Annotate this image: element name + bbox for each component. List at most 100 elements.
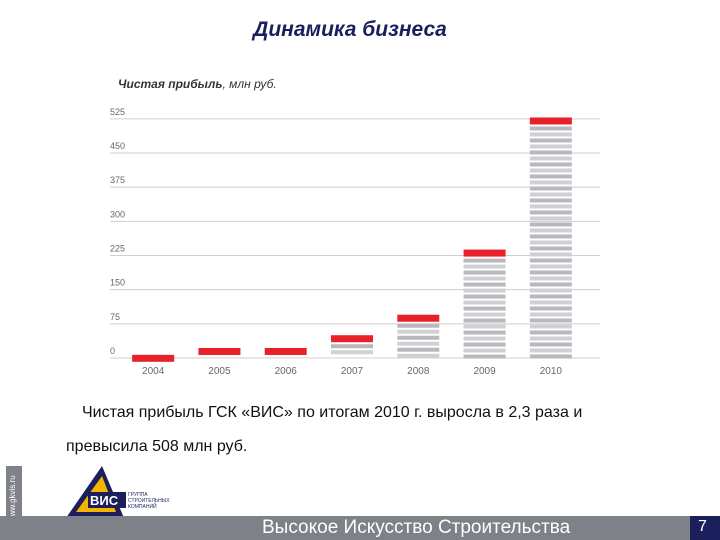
bar-cap xyxy=(463,249,506,257)
x-tick-label: 2007 xyxy=(341,366,364,377)
bars xyxy=(132,117,572,362)
x-tick-label: 2006 xyxy=(275,366,298,377)
bar-cap xyxy=(397,314,440,322)
bar-stripe xyxy=(529,342,572,347)
bar-stripe xyxy=(463,258,506,263)
footer-bar xyxy=(0,516,720,540)
company-logo: ВИС xyxy=(66,466,126,518)
bar-stripe xyxy=(397,347,440,352)
caption-line-2: превысила 508 млн руб. xyxy=(66,438,248,455)
x-tick-label: 2009 xyxy=(473,366,496,377)
bar-stripe xyxy=(529,330,572,335)
y-tick-label: 375 xyxy=(110,175,125,185)
footer-slogan: Высокое Искусство Строительства xyxy=(262,517,571,538)
bar-stripe xyxy=(397,323,440,328)
bar-stripe xyxy=(463,306,506,311)
bar-stripe xyxy=(529,156,572,161)
bar-stripe xyxy=(463,312,506,317)
bar-stripe xyxy=(529,252,572,257)
bar-stripe xyxy=(397,335,440,340)
bar-stripe xyxy=(529,162,572,167)
y-tick-label: 525 xyxy=(110,107,125,117)
bar-stripe xyxy=(529,198,572,203)
bar-cap xyxy=(264,347,307,355)
bar-stripe xyxy=(529,324,572,329)
y-tick-label: 150 xyxy=(110,278,125,288)
bar-stripe xyxy=(463,264,506,269)
bar-stripe xyxy=(529,192,572,197)
bar xyxy=(198,347,241,355)
chart-title-strong: Чистая прибыль xyxy=(118,77,223,91)
chart-title-unit: , млн руб. xyxy=(223,77,277,91)
bar-cap xyxy=(132,354,175,362)
website-url-strip: www.gkvis.ru xyxy=(6,466,22,526)
x-tick-label: 2008 xyxy=(407,366,430,377)
bar-stripe xyxy=(529,204,572,209)
y-tick-label: 75 xyxy=(110,312,120,322)
x-tick-label: 2010 xyxy=(540,366,563,377)
bar-stripe xyxy=(463,282,506,287)
bar-stripe xyxy=(529,186,572,191)
bar-cap xyxy=(529,117,572,125)
bar-stripe xyxy=(463,354,506,359)
bar-stripe xyxy=(463,348,506,353)
bar-stripe xyxy=(529,228,572,233)
bar-stripe xyxy=(463,342,506,347)
bar-cap xyxy=(198,347,241,355)
page-number: 7 xyxy=(698,518,707,535)
bar xyxy=(463,249,506,359)
bar-stripe xyxy=(529,336,572,341)
bar-stripe xyxy=(529,150,572,155)
bar-stripe xyxy=(463,330,506,335)
chart-title: Чистая прибыль, млн руб. xyxy=(118,77,277,91)
bar-stripe xyxy=(529,132,572,137)
page-number-box xyxy=(690,516,720,540)
bar-stripe xyxy=(397,329,440,334)
bar-stripe xyxy=(463,324,506,329)
bar-stripe xyxy=(529,246,572,251)
bar-stripe xyxy=(397,341,440,346)
logo-subtext: ГРУППА СТРОИТЕЛЬНЫХ КОМПАНИЙ xyxy=(128,492,170,510)
bar-stripe xyxy=(463,288,506,293)
y-tick-label: 450 xyxy=(110,141,125,151)
bar-stripe xyxy=(463,270,506,275)
tick-labels: 525 450 375 300 225 150 75 0 2004 2005 2006 2007 200… xyxy=(110,107,562,377)
bar-stripe xyxy=(529,258,572,263)
bar-stripe xyxy=(529,240,572,245)
bar-stripe xyxy=(463,294,506,299)
bar-stripe xyxy=(529,264,572,269)
bar-stripe xyxy=(529,270,572,275)
bar-stripe xyxy=(529,306,572,311)
caption-line-1: Чистая прибыль ГСК «ВИС» по итогам 2010 … xyxy=(82,404,583,421)
website-url: www.gkvis.ru xyxy=(8,475,17,522)
bar xyxy=(132,354,175,362)
x-tick-label: 2004 xyxy=(142,366,165,377)
y-tick-label: 225 xyxy=(110,244,125,254)
bar-stripe xyxy=(529,216,572,221)
bar xyxy=(331,335,373,355)
bar-stripe xyxy=(529,294,572,299)
y-tick-label: 300 xyxy=(110,209,125,219)
bar xyxy=(529,117,572,359)
grid xyxy=(110,118,600,359)
bar-cap xyxy=(331,335,373,343)
bar-stripe xyxy=(529,126,572,131)
bar-stripe xyxy=(397,353,440,358)
bar-stripe xyxy=(529,300,572,305)
bar-stripe xyxy=(529,318,572,323)
logo-wordmark: ВИС xyxy=(90,493,119,508)
slide-title: Динамика бизнеса xyxy=(253,18,447,41)
bar-stripe xyxy=(529,180,572,185)
bar xyxy=(264,347,307,355)
bar-stripe xyxy=(529,234,572,239)
bar-stripe xyxy=(529,276,572,281)
bar-stripe xyxy=(463,276,506,281)
y-tick-label: 0 xyxy=(110,346,115,356)
bar-stripe xyxy=(529,348,572,353)
bar-stripe xyxy=(529,222,572,227)
bar-stripe xyxy=(463,300,506,305)
bar-stripe xyxy=(529,312,572,317)
x-tick-label: 2005 xyxy=(208,366,231,377)
bar-stripe xyxy=(529,174,572,179)
bar-stripe xyxy=(529,210,572,215)
